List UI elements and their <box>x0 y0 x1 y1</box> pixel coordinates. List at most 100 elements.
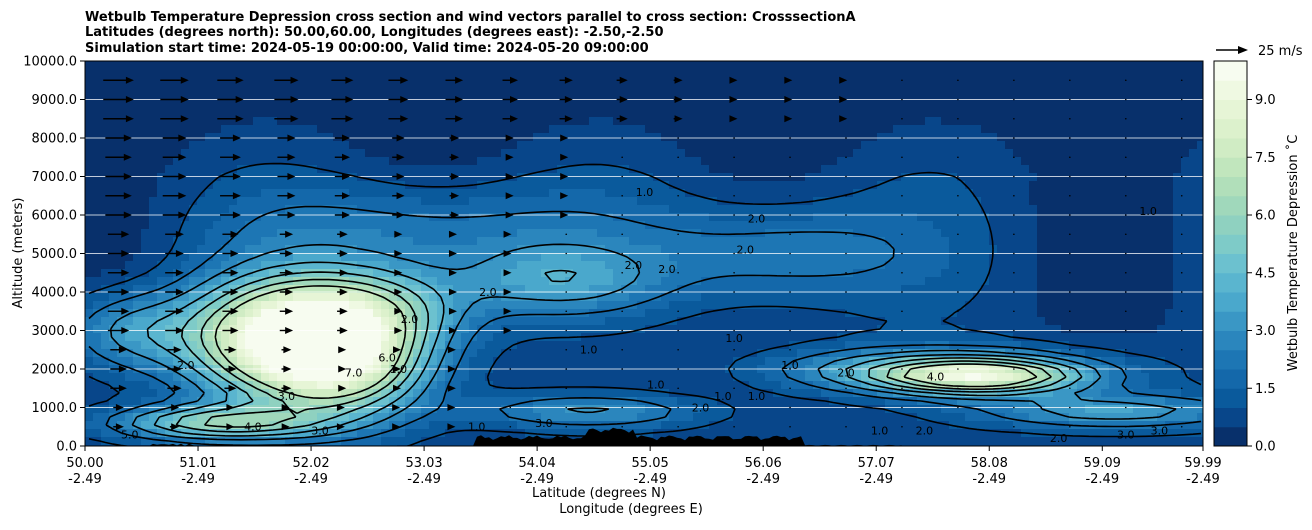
field-cell <box>309 285 318 294</box>
field-cell <box>149 293 158 302</box>
field-cell <box>1149 301 1158 310</box>
field-cell <box>485 189 494 198</box>
field-cell <box>701 117 710 126</box>
field-cell <box>93 301 102 310</box>
field-cell <box>781 253 790 262</box>
field-cell <box>541 165 550 174</box>
field-cell <box>381 165 390 174</box>
field-cell <box>469 245 478 254</box>
field-cell <box>789 221 798 230</box>
field-cell <box>1077 77 1086 86</box>
field-cell <box>661 93 670 102</box>
field-cell <box>221 189 230 198</box>
field-cell <box>1037 69 1046 78</box>
field-cell <box>621 197 630 206</box>
field-cell <box>653 93 662 102</box>
field-cell <box>973 77 982 86</box>
field-cell <box>1085 309 1094 318</box>
field-cell <box>253 221 262 230</box>
field-cell <box>613 325 622 334</box>
field-cell <box>197 205 206 214</box>
field-cell <box>277 325 286 334</box>
field-cell <box>813 77 822 86</box>
field-cell <box>309 85 318 94</box>
field-cell <box>525 277 534 286</box>
field-cell <box>709 165 718 174</box>
field-cell <box>493 229 502 238</box>
field-cell <box>821 133 830 142</box>
field-cell <box>189 261 198 270</box>
field-cell <box>373 301 382 310</box>
field-cell <box>141 309 150 318</box>
field-cell <box>997 157 1006 166</box>
field-cell <box>349 125 358 134</box>
field-cell <box>493 317 502 326</box>
field-cell <box>533 117 542 126</box>
field-cell <box>1005 109 1014 118</box>
field-cell <box>1061 173 1070 182</box>
field-cell <box>573 317 582 326</box>
field-cell <box>741 333 750 342</box>
field-cell <box>285 157 294 166</box>
field-cell <box>845 317 854 326</box>
field-cell <box>1013 69 1022 78</box>
field-cell <box>605 125 614 134</box>
field-cell <box>893 125 902 134</box>
field-cell <box>349 93 358 102</box>
field-cell <box>1037 301 1046 310</box>
field-cell <box>381 309 390 318</box>
field-cell <box>133 85 142 94</box>
field-cell <box>189 141 198 150</box>
field-cell <box>837 333 846 342</box>
field-cell <box>213 269 222 278</box>
field-cell <box>173 197 182 206</box>
field-cell <box>981 325 990 334</box>
field-cell <box>733 261 742 270</box>
field-cell <box>661 293 670 302</box>
field-cell <box>85 213 94 222</box>
field-cell <box>101 117 110 126</box>
field-cell <box>509 61 518 70</box>
field-cell <box>845 149 854 158</box>
field-cell <box>661 269 670 278</box>
field-cell <box>365 157 374 166</box>
field-cell <box>1045 133 1054 142</box>
field-cell <box>229 261 238 270</box>
field-cell <box>413 165 422 174</box>
field-cell <box>141 293 150 302</box>
field-cell <box>685 301 694 310</box>
field-cell <box>661 149 670 158</box>
field-cell <box>205 157 214 166</box>
field-cell <box>293 101 302 110</box>
field-cell <box>1141 221 1150 230</box>
field-cell <box>485 253 494 262</box>
field-cell <box>861 61 870 70</box>
field-cell <box>1101 181 1110 190</box>
field-cell <box>957 165 966 174</box>
field-cell <box>573 237 582 246</box>
field-cell <box>653 117 662 126</box>
field-cell <box>693 133 702 142</box>
field-cell <box>629 237 638 246</box>
field-cell <box>869 165 878 174</box>
field-cell <box>709 309 718 318</box>
field-cell <box>149 117 158 126</box>
field-cell <box>717 205 726 214</box>
field-cell <box>877 165 886 174</box>
field-cell <box>781 213 790 222</box>
field-cell <box>637 125 646 134</box>
field-cell <box>533 301 542 310</box>
field-cell <box>885 117 894 126</box>
field-cell <box>141 333 150 342</box>
field-cell <box>1141 165 1150 174</box>
field-cell <box>437 61 446 70</box>
field-cell <box>733 93 742 102</box>
field-cell <box>565 125 574 134</box>
field-cell <box>1197 149 1203 158</box>
field-cell <box>277 77 286 86</box>
field-cell <box>221 109 230 118</box>
field-cell <box>445 277 454 286</box>
field-cell <box>101 149 110 158</box>
field-cell <box>269 101 278 110</box>
field-cell <box>309 205 318 214</box>
